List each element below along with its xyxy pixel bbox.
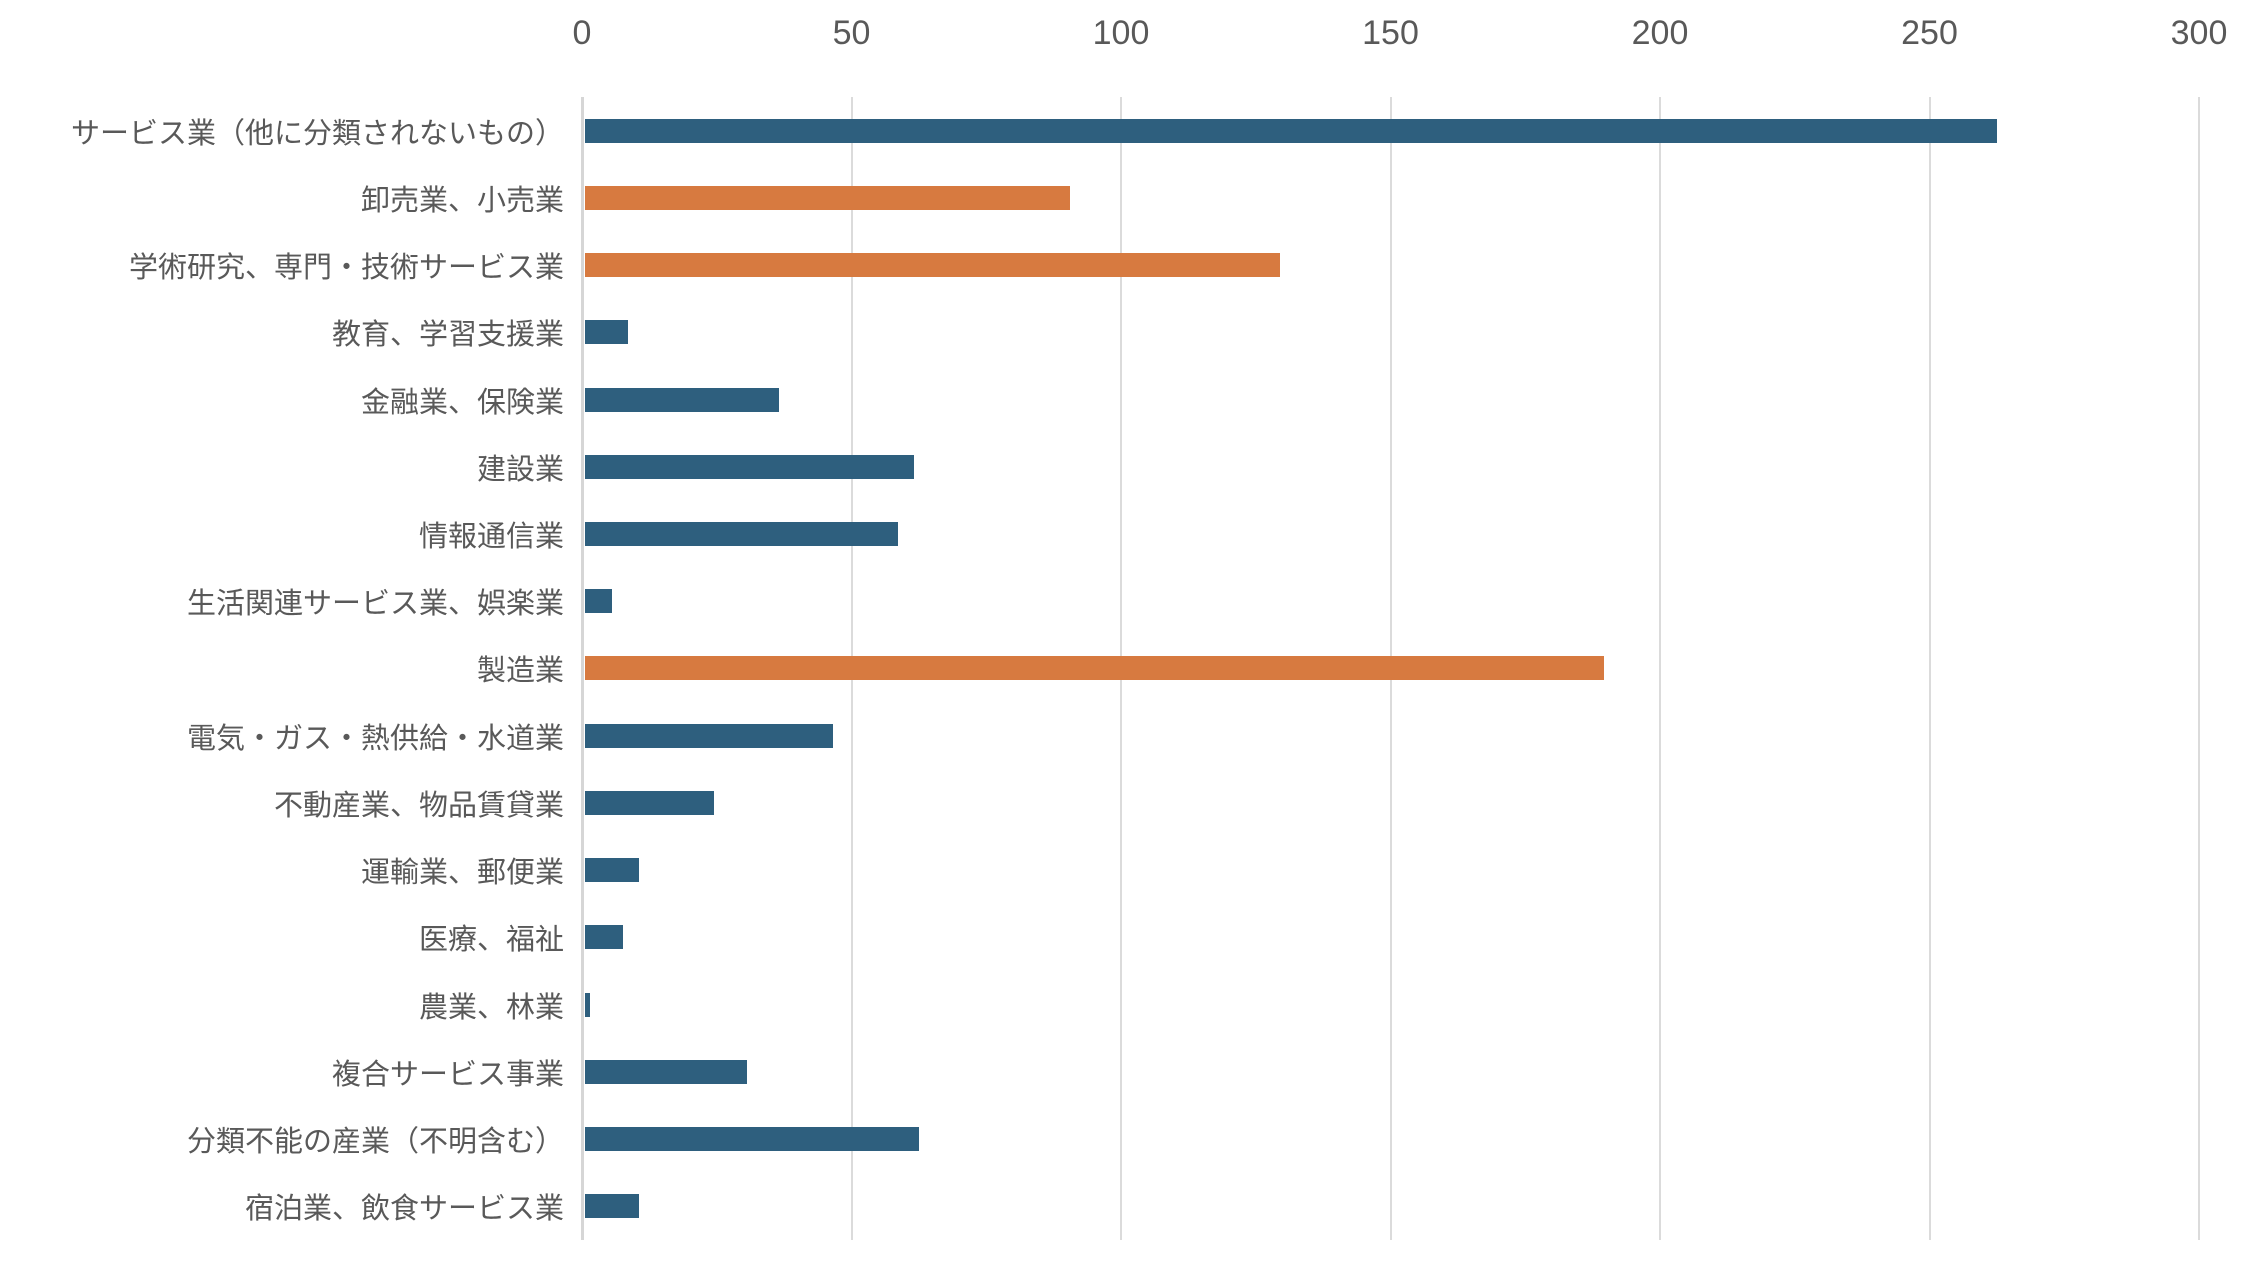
bar-blue [585,1127,920,1152]
bar-track [582,164,2268,231]
x-axis-tick-label: 200 [1631,14,1689,52]
bar-track [582,1173,2268,1240]
category-label: 医療、福祉 [418,924,564,957]
x-axis-ticks: 0 50 100 150 200 250 300 [0,0,2268,97]
bar-track [582,904,2268,971]
bar-track [582,97,2268,164]
category-label: 農業、林業 [418,991,564,1024]
bar-blue [585,387,780,412]
bar-track [582,500,2268,567]
x-axis-tick-label: 150 [1362,14,1419,52]
x-axis-tick-label: 50 [832,14,871,52]
bar-row: 情報通信業 [0,500,2268,567]
bar-track [582,568,2268,635]
category-label: 金融業、保険業 [360,386,564,419]
bar-track [582,231,2268,298]
category-label: 情報通信業 [418,521,564,554]
category-label: 不動産業、物品賃貸業 [273,789,564,822]
category-label: 学術研究、専門・技術サービス業 [128,252,564,285]
x-axis-tick-label: 250 [1901,14,1958,52]
category-label: 宿泊業、飲食サービス業 [244,1193,564,1226]
bar-row: 不動産業、物品賃貸業 [0,769,2268,836]
gridline [1928,97,1931,1240]
bar-row: 農業、林業 [0,971,2268,1038]
category-label: 電気・ガス・熱供給・水道業 [186,722,564,755]
bar-blue [585,320,629,345]
bar-blue [585,992,591,1017]
category-label: 建設業 [476,453,564,486]
category-label: サービス業（他に分類されないもの） [70,117,564,150]
bar-row: 分類不能の産業（不明含む） [0,1106,2268,1173]
bar-track [582,837,2268,904]
x-axis-tick-label: 300 [2170,14,2228,52]
bar-row: 宿泊業、飲食サービス業 [0,1173,2268,1240]
category-label: 生活関連サービス業、娯楽業 [186,588,564,621]
bar-row: 生活関連サービス業、娯楽業 [0,568,2268,635]
bar-blue [585,925,623,950]
x-axis-tick-label: 100 [1092,14,1150,52]
bar-rows: サービス業（他に分類されないもの） 卸売業、小売業学術研究、専門・技術サービス業教… [0,97,2268,1240]
category-label: 卸売業、小売業 [360,184,564,217]
bar-row: 医療、福祉 [0,904,2268,971]
bar-track [582,769,2268,836]
bar-row: 製造業 [0,635,2268,702]
bar-row: 金融業、保険業 [0,366,2268,433]
gridline [1659,97,1661,1240]
bar-blue [585,723,833,748]
bar-row: 建設業 [0,433,2268,500]
bar-track [582,635,2268,702]
bar-orange [585,185,1071,210]
bar-blue [585,1194,639,1219]
bar-track [582,366,2268,433]
bar-blue [585,589,612,614]
bar-orange [585,656,1604,681]
bar-blue [585,1059,747,1084]
bar-track [582,1038,2268,1105]
bar-track [582,971,2268,1038]
category-label: 製造業 [476,655,564,688]
bar-row: サービス業（他に分類されないもの） [0,97,2268,164]
gridline [2198,97,2200,1240]
bar-row: 教育、学習支援業 [0,299,2268,366]
category-label: 教育、学習支援業 [331,319,564,352]
bar-blue [585,522,898,547]
x-axis-tick-label: 0 [572,14,592,52]
bar-blue [585,790,715,815]
bar-track [582,299,2268,366]
bar-track [582,433,2268,500]
bar-row: 電気・ガス・熱供給・水道業 [0,702,2268,769]
bar-track [582,1106,2268,1173]
bar-row: 学術研究、専門・技術サービス業 [0,231,2268,298]
bar-blue [585,858,639,883]
category-label: 複合サービス事業 [331,1058,564,1091]
bar-row: 複合サービス事業 [0,1038,2268,1105]
category-label: 運輸業、郵便業 [360,857,564,890]
bar-track [582,702,2268,769]
bar-orange [585,253,1281,278]
bar-blue [585,118,1998,143]
bar-row: 卸売業、小売業 [0,164,2268,231]
bar-row: 運輸業、郵便業 [0,837,2268,904]
y-axis-line [581,97,584,1240]
bar-blue [585,454,914,479]
category-label: 分類不能の産業（不明含む） [186,1126,564,1159]
